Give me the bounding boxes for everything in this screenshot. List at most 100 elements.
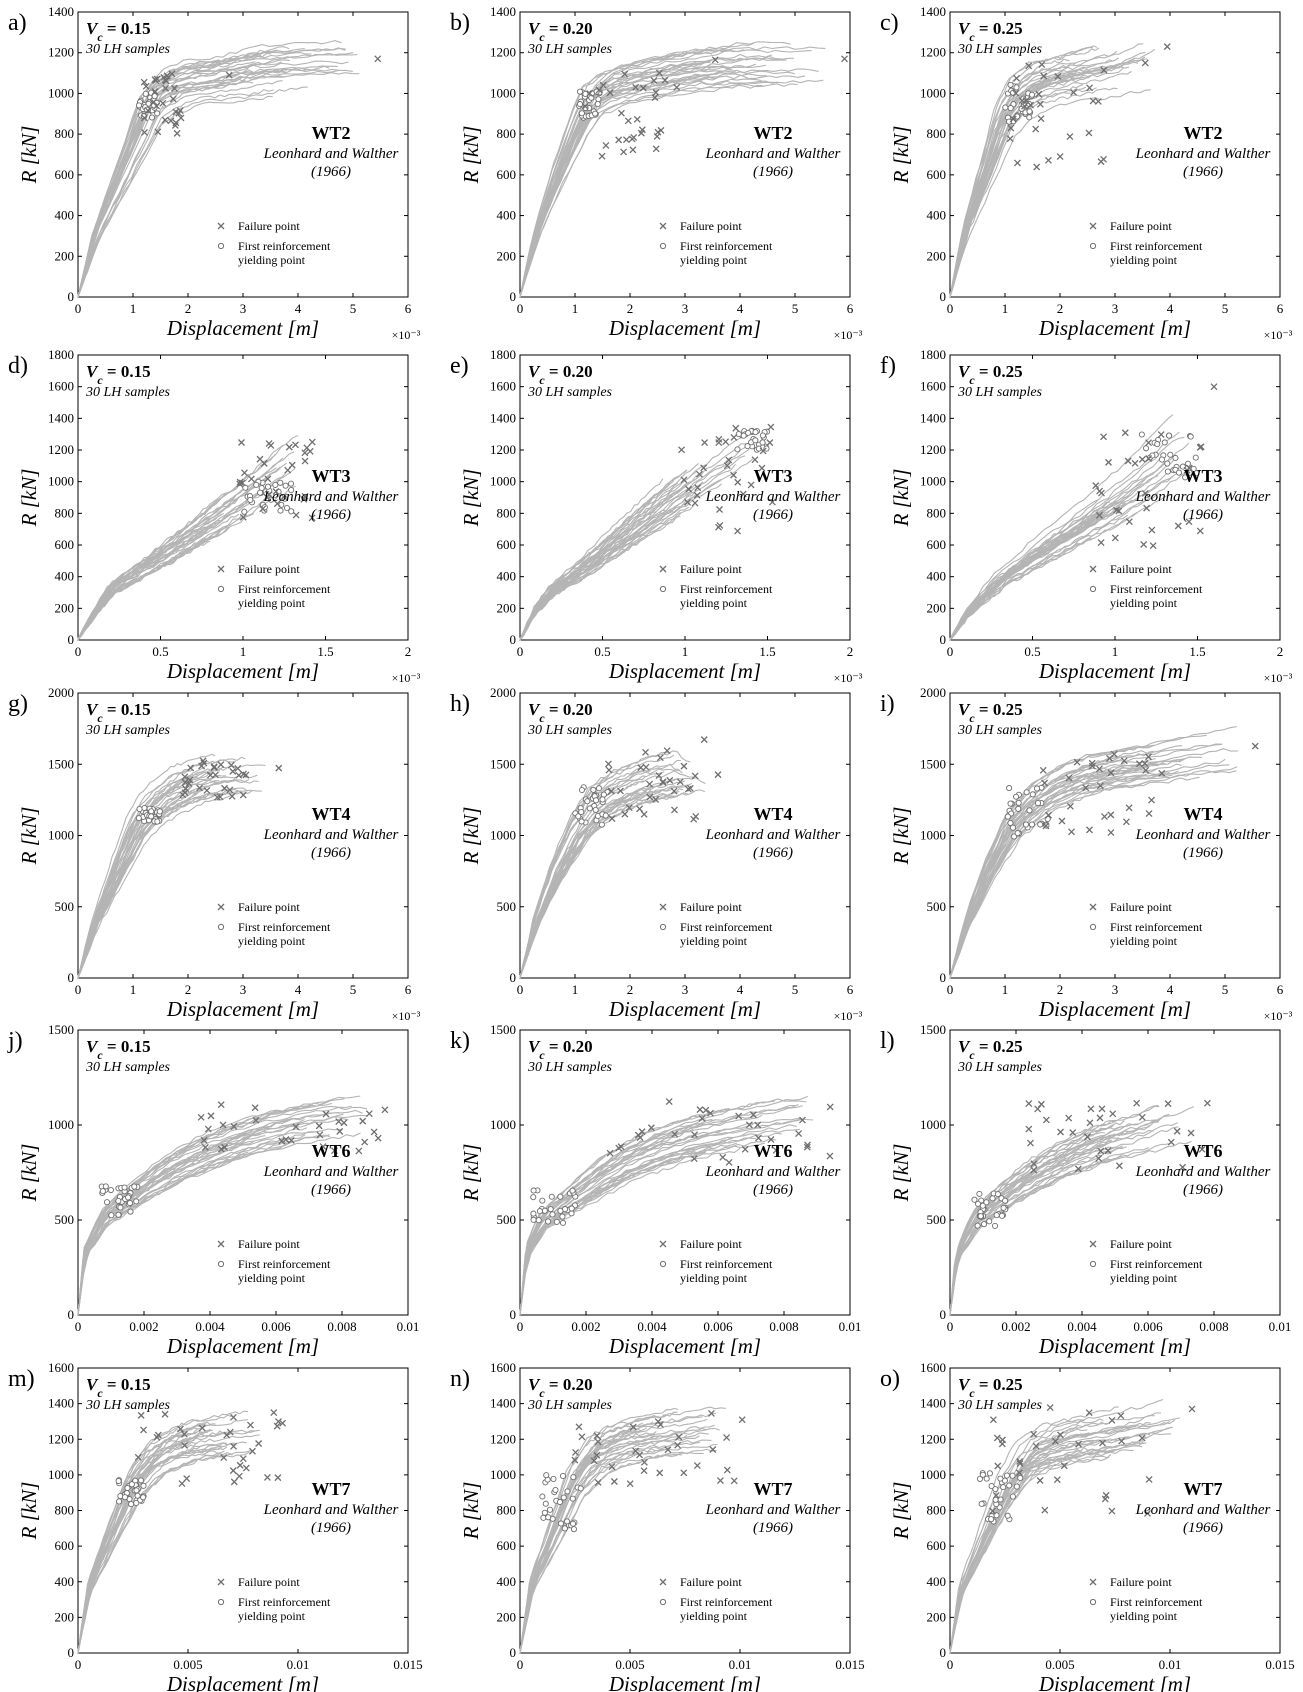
samples-label: 30 LH samples [957, 42, 1043, 57]
sample-curve [949, 1155, 1125, 1316]
sample-curve [949, 431, 1180, 641]
failure-point [1158, 769, 1166, 777]
x-tick-label: 1 [1002, 982, 1009, 997]
sample-curve [949, 1445, 1143, 1653]
y-tick-label: 600 [927, 537, 947, 552]
y-tick-label: 1500 [920, 1022, 946, 1037]
failure-point [1016, 1458, 1024, 1465]
failure-point [1145, 455, 1153, 462]
failure-point [154, 128, 162, 136]
samples-label: 30 LH samples [527, 385, 613, 400]
yield-point [560, 1494, 567, 1501]
failure-point [696, 1106, 704, 1114]
failure-point [725, 456, 733, 464]
failure-point [228, 792, 236, 800]
failure-point [652, 145, 660, 153]
y-tick-label: 1800 [490, 347, 516, 362]
yield-point [1009, 1472, 1016, 1479]
failure-point [381, 1106, 389, 1114]
failure-point [747, 481, 755, 489]
x-tick-label: 0.5 [152, 644, 168, 659]
yield-point [569, 1520, 577, 1527]
failure-point [578, 1433, 586, 1441]
sample-curve [77, 498, 253, 640]
yield-point [1028, 91, 1036, 98]
legend: Failure point First reinforcementyielding… [1089, 1575, 1203, 1623]
sample-curve [77, 52, 312, 297]
failure-point [738, 1416, 746, 1424]
failure-point [707, 1409, 715, 1417]
legend-yield-marker [1089, 585, 1097, 593]
x-axis-exponent: ×10⁻³ [1264, 671, 1293, 685]
legend-yield-label: First reinforcement [238, 582, 331, 596]
failure-point [1251, 742, 1259, 750]
failure-point [1187, 1129, 1195, 1137]
failure-markers [581, 55, 848, 160]
failure-point [685, 485, 693, 493]
y-tick-label: 200 [55, 600, 75, 615]
y-tick-label: 400 [497, 1574, 517, 1589]
yield-point [1013, 84, 1020, 91]
yield-point [564, 1488, 571, 1495]
x-axis-label: Displacement [m] [1038, 997, 1191, 1021]
failure-point [1053, 1476, 1061, 1484]
yield-point [1033, 785, 1041, 792]
failure-point [1097, 489, 1105, 497]
specimen-source: Leonhard and Walther [263, 1502, 399, 1518]
yield-point [550, 1475, 557, 1482]
failure-point [1032, 1442, 1040, 1450]
failure-point [640, 810, 648, 818]
failure-point [217, 761, 225, 769]
failure-point [1122, 818, 1130, 826]
legend-failure-label: Failure point [238, 1575, 300, 1589]
failure-point [319, 1143, 327, 1150]
x-tick-label: 2 [1057, 301, 1064, 316]
panel-d: d) 0 0.5 1 1.5 2 0 200 400 600 800 1000 1200 1400 1600… [8, 347, 421, 685]
legend: Failure point First reinforcementyielding… [1089, 219, 1203, 267]
y-tick-label: 1200 [920, 442, 946, 457]
sample-curve [77, 1423, 216, 1654]
x-axis-exponent: ×10⁻³ [834, 671, 863, 685]
vc-label: Vc = 0.15 [86, 1037, 151, 1062]
yield-point [763, 445, 770, 452]
yield-markers [1138, 431, 1200, 481]
sample-curve [949, 456, 1178, 640]
y-tick-label: 200 [497, 248, 517, 263]
x-tick-label: 6 [847, 301, 854, 316]
panel-e: e) 0 0.5 1 1.5 2 0 200 400 600 800 1000 1200 1400 1600… [450, 347, 863, 685]
specimen-source: Leonhard and Walther [1135, 146, 1271, 162]
x-tick-label: 0.01 [839, 1319, 862, 1334]
yield-point [530, 1216, 537, 1223]
failure-point [590, 1457, 598, 1465]
failure-point [1118, 1437, 1126, 1445]
sample-curve [519, 68, 819, 298]
failure-point [242, 1464, 250, 1472]
yield-point [133, 1499, 140, 1506]
failure-point [154, 1431, 162, 1439]
failure-point [263, 1473, 271, 1481]
x-tick-label: 5 [350, 982, 357, 997]
failure-point [675, 1433, 683, 1441]
x-tick-label: 0.002 [1001, 1319, 1030, 1334]
failure-point [1138, 1434, 1146, 1442]
yield-point [576, 88, 584, 95]
y-tick-label: 1600 [920, 1360, 946, 1375]
x-axis-exponent: ×10⁻³ [392, 1009, 421, 1023]
x-axis-label: Displacement [m] [608, 316, 761, 340]
sample-curve [949, 1147, 1150, 1316]
failure-point [642, 748, 649, 756]
failure-point [741, 1145, 749, 1153]
failure-point [235, 1472, 243, 1480]
failure-point [1096, 782, 1104, 790]
failure-point [220, 1454, 228, 1462]
sample-curve [519, 759, 681, 977]
failure-point [181, 773, 189, 781]
legend-yield-label: First reinforcement [680, 1595, 773, 1609]
failure-point [229, 1413, 237, 1421]
failure-point [216, 793, 224, 801]
failure-point [1197, 443, 1205, 451]
y-axis-label: R [kN] [17, 126, 41, 185]
yield-point [1009, 824, 1017, 831]
yield-point [1009, 1493, 1016, 1500]
legend: Failure point First reinforcementyielding… [217, 1237, 331, 1285]
